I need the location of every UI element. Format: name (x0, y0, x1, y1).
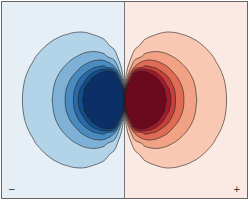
svg-text:−: − (8, 184, 16, 194)
svg-text:+: + (233, 184, 241, 194)
